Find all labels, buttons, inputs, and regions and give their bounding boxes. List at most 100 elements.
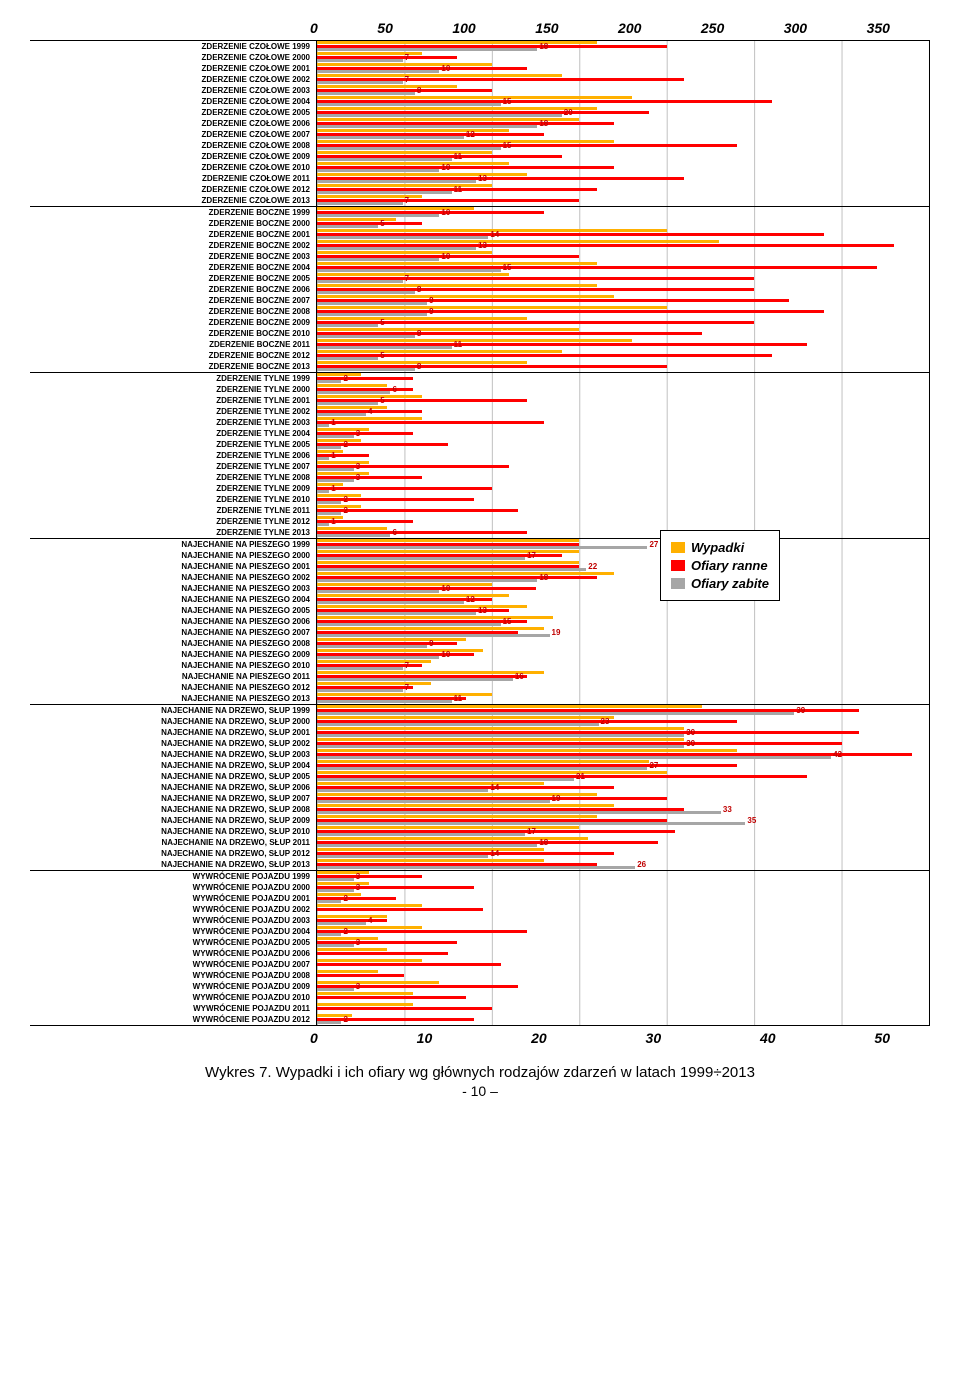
data-row: ZDERZENIE BOCZNE 200114 <box>30 229 930 240</box>
bar-ofiary-zabite <box>317 346 452 349</box>
bar-area: 5 <box>316 395 930 406</box>
value-label: 10 <box>441 207 450 218</box>
bar-ofiary-zabite <box>317 734 684 737</box>
bottom-axis-tick: 50 <box>874 1030 890 1046</box>
value-label: 7 <box>405 682 409 693</box>
category-label: ZDERZENIE TYLNE 2006 <box>30 450 316 461</box>
category-label: ZDERZENIE CZOŁOWE 2004 <box>30 96 316 107</box>
category-label: NAJECHANIE NA PIESZEGO 2010 <box>30 660 316 671</box>
bar-area: 5 <box>316 350 930 361</box>
bottom-axis-tick: 0 <box>310 1030 318 1046</box>
data-row: ZDERZENIE CZOŁOWE 201113 <box>30 173 930 184</box>
value-label: 7 <box>405 273 409 284</box>
bar-ofiary-zabite <box>317 280 403 283</box>
category-label: NAJECHANIE NA DRZEWO, SŁUP 2001 <box>30 727 316 738</box>
bar-area: 5 <box>316 218 930 229</box>
value-label: 15 <box>503 96 512 107</box>
data-row: ZDERZENIE BOCZNE 20089 <box>30 306 930 317</box>
bar-area <box>316 904 930 915</box>
plot-area: ZDERZENIE CZOŁOWE 199918ZDERZENIE CZOŁOW… <box>30 40 930 1026</box>
bar-ofiary-ranne <box>317 354 772 357</box>
legend-row: Ofiary zabite <box>671 576 769 591</box>
bar-ofiary-zabite <box>317 789 488 792</box>
value-label: 22 <box>588 561 597 572</box>
category-label: ZDERZENIE CZOŁOWE 1999 <box>30 41 316 52</box>
bar-ofiary-zabite <box>317 546 647 549</box>
bar-ofiary-zabite <box>317 59 403 62</box>
bar-ofiary-zabite <box>317 988 354 991</box>
bar-ofiary-zabite <box>317 800 550 803</box>
data-row: WYWRÓCENIE POJAZDU 19993 <box>30 870 930 882</box>
bar-ofiary-zabite <box>317 147 501 150</box>
category-label: NAJECHANIE NA PIESZEGO 2002 <box>30 572 316 583</box>
category-label: ZDERZENIE TYLNE 2012 <box>30 516 316 527</box>
data-row: ZDERZENIE TYLNE 20136 <box>30 527 930 538</box>
top-axis-tick: 50 <box>377 20 393 36</box>
value-label: 6 <box>392 384 396 395</box>
data-row: ZDERZENIE TYLNE 20006 <box>30 384 930 395</box>
category-label: NAJECHANIE NA PIESZEGO 2009 <box>30 649 316 660</box>
data-row: ZDERZENIE BOCZNE 201111 <box>30 339 930 350</box>
bar-area: 7 <box>316 195 930 206</box>
value-label: 13 <box>478 240 487 251</box>
data-row: NAJECHANIE NA DRZEWO, SŁUP 200719 <box>30 793 930 804</box>
bar-area: 18 <box>316 837 930 848</box>
bar-ofiary-zabite <box>317 236 488 239</box>
bar-area: 17 <box>316 826 930 837</box>
legend-label: Ofiary ranne <box>691 558 768 573</box>
bar-ofiary-ranne <box>317 996 466 999</box>
data-row: NAJECHANIE NA DRZEWO, SŁUP 201118 <box>30 837 930 848</box>
category-label: ZDERZENIE TYLNE 2009 <box>30 483 316 494</box>
category-label: NAJECHANIE NA PIESZEGO 2003 <box>30 583 316 594</box>
data-row: NAJECHANIE NA PIESZEGO 200615 <box>30 616 930 627</box>
category-label: ZDERZENIE BOCZNE 2009 <box>30 317 316 328</box>
bar-area: 3 <box>316 472 930 483</box>
legend-swatch <box>671 578 685 589</box>
data-row: ZDERZENIE BOCZNE 199910 <box>30 206 930 218</box>
bar-area: 8 <box>316 284 930 295</box>
bar-area: 7 <box>316 74 930 85</box>
bar-area: 2 <box>316 505 930 516</box>
value-label: 5 <box>380 395 384 406</box>
data-row: NAJECHANIE NA PIESZEGO 201311 <box>30 693 930 704</box>
value-label: 7 <box>405 660 409 671</box>
category-label: WYWRÓCENIE POJAZDU 2010 <box>30 992 316 1003</box>
data-row: ZDERZENIE TYLNE 20073 <box>30 461 930 472</box>
data-row: ZDERZENIE BOCZNE 20068 <box>30 284 930 295</box>
data-row: ZDERZENIE BOCZNE 20057 <box>30 273 930 284</box>
data-row: ZDERZENIE CZOŁOWE 200618 <box>30 118 930 129</box>
data-row: ZDERZENIE CZOŁOWE 20027 <box>30 74 930 85</box>
data-row: ZDERZENIE TYLNE 19992 <box>30 372 930 384</box>
bar-ofiary-zabite <box>317 844 537 847</box>
category-label: NAJECHANIE NA PIESZEGO 1999 <box>30 539 316 550</box>
category-label: WYWRÓCENIE POJAZDU 2009 <box>30 981 316 992</box>
category-label: NAJECHANIE NA DRZEWO, SŁUP 2013 <box>30 859 316 870</box>
bar-ofiary-zabite <box>317 81 403 84</box>
bar-ofiary-zabite <box>317 202 403 205</box>
value-label: 11 <box>454 151 462 162</box>
data-row: ZDERZENIE CZOŁOWE 199918 <box>30 41 930 52</box>
bar-area: 10 <box>316 63 930 74</box>
category-label: WYWRÓCENIE POJAZDU 2001 <box>30 893 316 904</box>
category-label: NAJECHANIE NA DRZEWO, SŁUP 2003 <box>30 749 316 760</box>
value-label: 3 <box>356 981 360 992</box>
bar-ofiary-zabite <box>317 435 354 438</box>
value-label: 21 <box>576 771 585 782</box>
category-label: ZDERZENIE CZOŁOWE 2012 <box>30 184 316 195</box>
category-label: ZDERZENIE TYLNE 2005 <box>30 439 316 450</box>
top-axis: 050100150200250300350 <box>310 20 890 36</box>
bar-area: 19 <box>316 793 930 804</box>
category-label: ZDERZENIE BOCZNE 2007 <box>30 295 316 306</box>
data-row: ZDERZENIE BOCZNE 20005 <box>30 218 930 229</box>
category-label: NAJECHANIE NA PIESZEGO 2001 <box>30 561 316 572</box>
bar-ofiary-ranne <box>317 908 483 911</box>
data-row: ZDERZENIE TYLNE 20091 <box>30 483 930 494</box>
bar-ofiary-zabite <box>317 778 574 781</box>
bar-area: 42 <box>316 749 930 760</box>
bar-area: 7 <box>316 52 930 63</box>
value-label: 10 <box>441 162 450 173</box>
bar-area: 15 <box>316 616 930 627</box>
data-row: ZDERZENIE TYLNE 20024 <box>30 406 930 417</box>
bar-ofiary-zabite <box>317 723 599 726</box>
data-row: WYWRÓCENIE POJAZDU 20122 <box>30 1014 930 1025</box>
